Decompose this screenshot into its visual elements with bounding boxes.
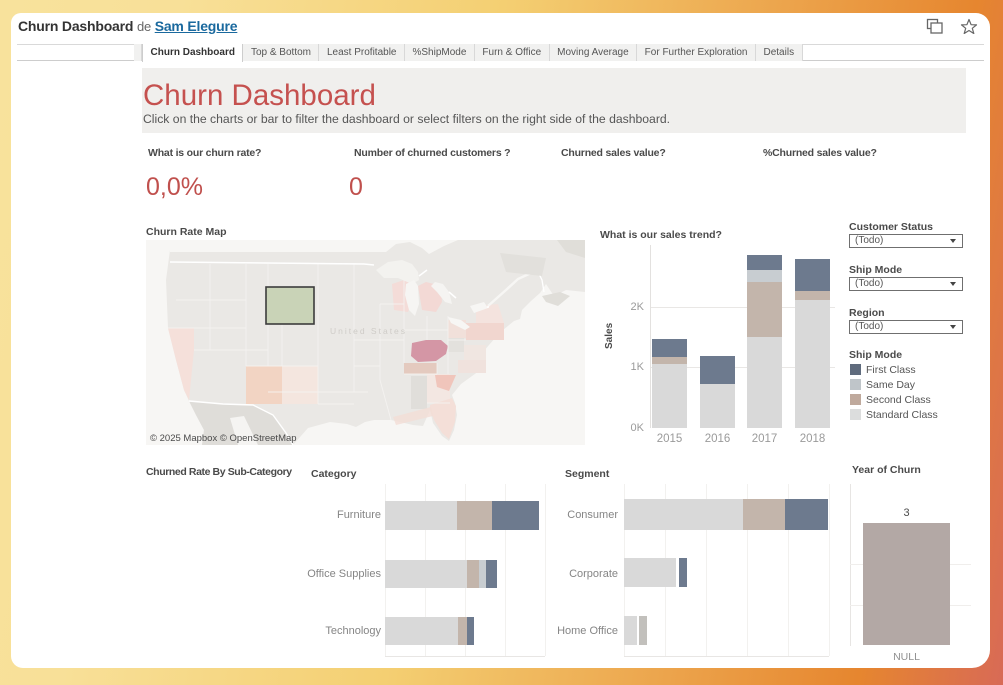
svg-text:United States: United States xyxy=(330,326,407,336)
svg-text:© 2025 Mapbox © OpenStreetMap: © 2025 Mapbox © OpenStreetMap xyxy=(150,433,297,444)
